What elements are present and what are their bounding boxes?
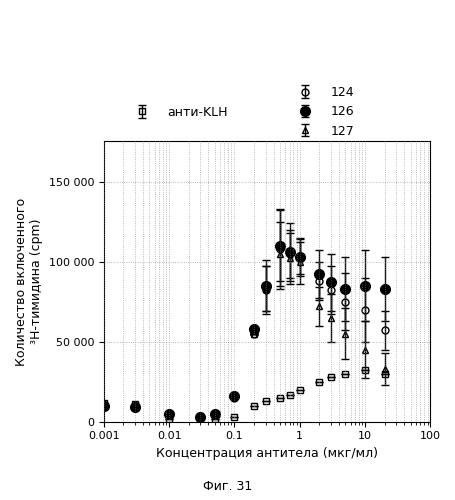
Text: Фиг. 31: Фиг. 31 [203,480,252,493]
Legend: анти-KLH: анти-KLH [126,106,228,118]
Y-axis label: Количество включенного
³Н-тимидина (cpm): Количество включенного ³Н-тимидина (cpm) [15,198,43,366]
X-axis label: Концентрация антитела (мкг/мл): Концентрация антитела (мкг/мл) [156,447,377,460]
